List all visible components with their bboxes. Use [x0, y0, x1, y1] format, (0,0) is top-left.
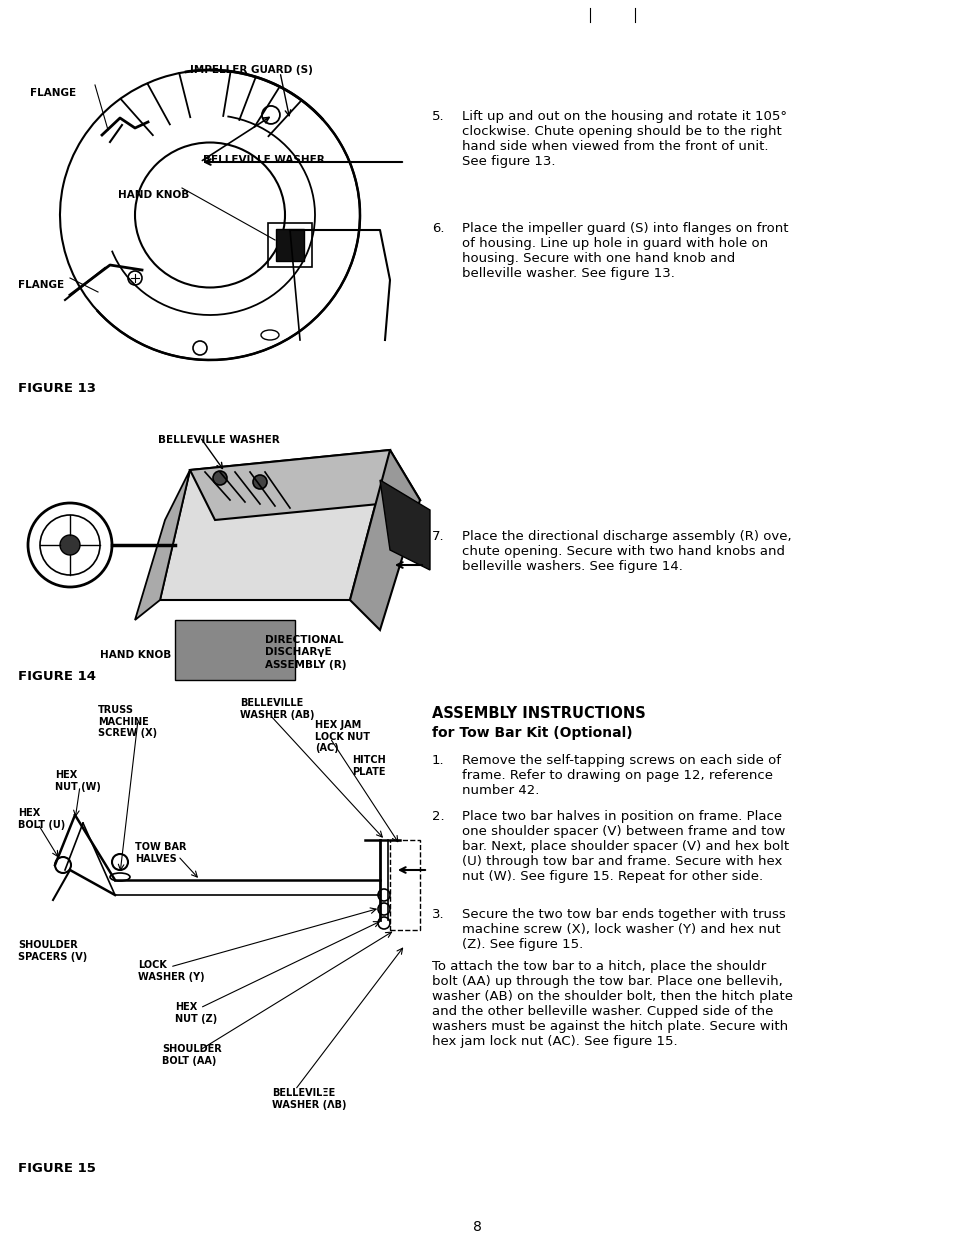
- Text: Place the directional discharge assembly (R) ove,
chute opening. Secure with two: Place the directional discharge assembly…: [461, 530, 791, 573]
- Text: HEX
NUT (W): HEX NUT (W): [55, 770, 101, 791]
- Text: 8: 8: [472, 1220, 481, 1234]
- Text: 6.: 6.: [432, 222, 444, 235]
- Text: Place two bar halves in position on frame. Place
one shoulder spacer (V) between: Place two bar halves in position on fram…: [461, 810, 788, 883]
- Circle shape: [253, 475, 267, 488]
- Text: FIGURE 15: FIGURE 15: [18, 1163, 95, 1175]
- Text: Secure the two tow bar ends together with truss
machine screw (X), lock washer (: Secure the two tow bar ends together wit…: [461, 908, 785, 951]
- Text: Place the impeller guard (S) into flanges on front
of housing. Line up hole in g: Place the impeller guard (S) into flange…: [461, 222, 788, 280]
- Text: HAND KNOB: HAND KNOB: [100, 650, 172, 660]
- Text: BELLEVILΞE
WASHER (ΛB): BELLEVILΞE WASHER (ΛB): [272, 1088, 346, 1110]
- Text: HEX JAM
LOCK NUT
(AC): HEX JAM LOCK NUT (AC): [314, 720, 370, 753]
- Text: SHOULDER
BOLT (AA): SHOULDER BOLT (AA): [162, 1044, 221, 1065]
- Text: BELLEVILLE WASHER: BELLEVILLE WASHER: [158, 435, 279, 445]
- Text: 2.: 2.: [432, 810, 444, 824]
- Text: TOW BAR
HALVES: TOW BAR HALVES: [135, 842, 186, 863]
- Bar: [174, 621, 294, 680]
- Text: FLANGE: FLANGE: [30, 88, 76, 98]
- Polygon shape: [160, 450, 390, 601]
- Polygon shape: [350, 450, 419, 630]
- Text: HEX
BOLT (U): HEX BOLT (U): [18, 807, 65, 830]
- Text: LOCK
WASHER (Y): LOCK WASHER (Y): [138, 959, 204, 982]
- Bar: [268, 223, 312, 267]
- Text: Remove the self-tapping screws on each side of
frame. Refer to drawing on page 1: Remove the self-tapping screws on each s…: [461, 754, 781, 797]
- Polygon shape: [190, 450, 419, 520]
- Bar: [390, 840, 419, 930]
- Text: for Tow Bar Kit (Optional): for Tow Bar Kit (Optional): [432, 726, 632, 740]
- Text: SHOULDER
SPACERS (V): SHOULDER SPACERS (V): [18, 939, 87, 962]
- Text: 7.: 7.: [432, 530, 444, 543]
- Text: To attach the tow bar to a hitch, place the shouldr
bolt (AA) up through the tow: To attach the tow bar to a hitch, place …: [432, 959, 792, 1048]
- Text: IMPELLER GUARD (S): IMPELLER GUARD (S): [190, 65, 313, 75]
- Bar: [275, 229, 304, 260]
- Text: FIGURE 13: FIGURE 13: [18, 383, 96, 395]
- Text: 1.: 1.: [432, 754, 444, 768]
- Text: HAND KNOB: HAND KNOB: [118, 189, 189, 201]
- Text: ASSEMBLY INSTRUCTIONS: ASSEMBLY INSTRUCTIONS: [432, 706, 645, 721]
- Text: HEX
NUT (Z): HEX NUT (Z): [174, 1002, 217, 1024]
- Text: Lift up and out on the housing and rotate it 105°
clockwise. Chute opening shoul: Lift up and out on the housing and rotat…: [461, 110, 786, 168]
- Text: TRUSS
MACHINE
SCREW (X): TRUSS MACHINE SCREW (X): [98, 705, 157, 738]
- Polygon shape: [135, 470, 190, 621]
- Polygon shape: [379, 480, 430, 569]
- Circle shape: [60, 535, 80, 554]
- Text: BELLEVILLE WASHER: BELLEVILLE WASHER: [203, 155, 324, 164]
- Circle shape: [213, 471, 227, 485]
- Text: HITCH
PLATE: HITCH PLATE: [352, 755, 385, 776]
- Text: 3.: 3.: [432, 908, 444, 921]
- Text: FLANGE: FLANGE: [18, 280, 64, 290]
- Text: DIRECTIΟNAL
DISCHARγE
ASSEMBLY (R): DIRECTIΟNAL DISCHARγE ASSEMBLY (R): [265, 635, 346, 670]
- Text: 5.: 5.: [432, 110, 444, 123]
- Text: BELLEVILLE
WASHER (AB): BELLEVILLE WASHER (AB): [240, 698, 314, 720]
- Text: FIGURE 14: FIGURE 14: [18, 670, 96, 683]
